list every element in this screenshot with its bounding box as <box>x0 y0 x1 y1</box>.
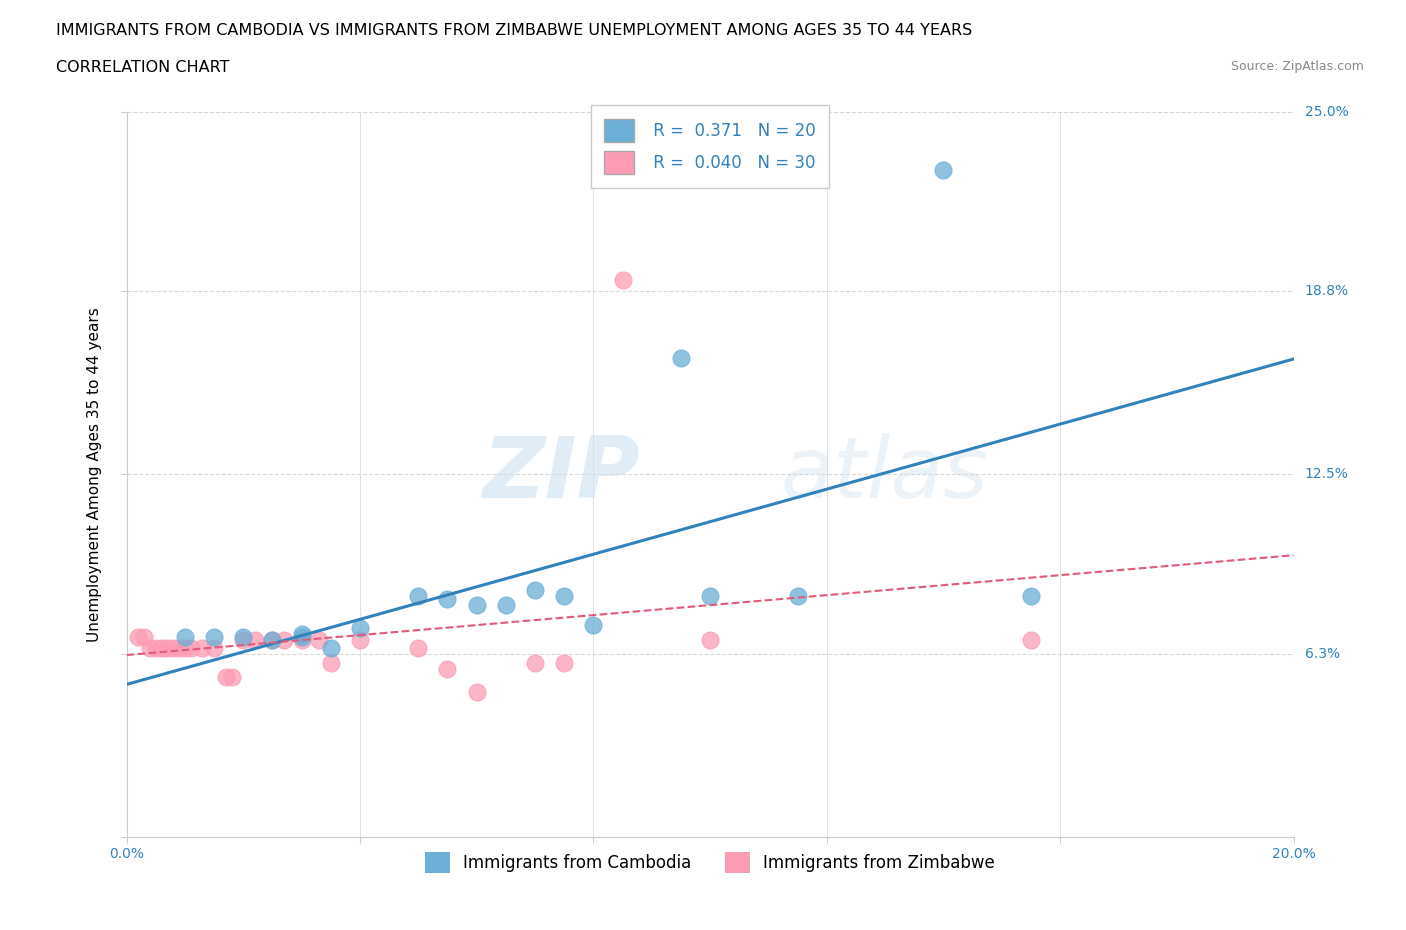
Point <box>1019 632 1042 647</box>
Point <box>699 589 721 604</box>
Point <box>167 641 190 656</box>
Point <box>408 589 430 604</box>
Text: IMMIGRANTS FROM CAMBODIA VS IMMIGRANTS FROM ZIMBABWE UNEMPLOYMENT AMONG AGES 35 : IMMIGRANTS FROM CAMBODIA VS IMMIGRANTS F… <box>56 23 973 38</box>
Point <box>582 618 605 632</box>
Point <box>232 630 254 644</box>
Point <box>553 656 575 671</box>
Text: 18.8%: 18.8% <box>1305 285 1348 299</box>
Point <box>174 641 197 656</box>
Point <box>465 597 488 612</box>
Point <box>1019 589 1042 604</box>
Point <box>669 351 692 365</box>
Text: 12.5%: 12.5% <box>1305 467 1348 482</box>
Point <box>290 627 312 642</box>
Point <box>191 641 214 656</box>
Point <box>202 630 225 644</box>
Point <box>243 632 266 647</box>
Point <box>308 632 330 647</box>
Text: 25.0%: 25.0% <box>1305 104 1348 119</box>
Point <box>436 661 458 676</box>
Point <box>132 630 155 644</box>
Point <box>408 641 430 656</box>
Point <box>162 641 184 656</box>
Point <box>232 632 254 647</box>
Point <box>290 630 312 644</box>
Point <box>524 583 547 598</box>
Point <box>127 630 149 644</box>
Point <box>349 632 371 647</box>
Point <box>139 641 162 656</box>
Point <box>262 632 284 647</box>
Point <box>524 656 547 671</box>
Y-axis label: Unemployment Among Ages 35 to 44 years: Unemployment Among Ages 35 to 44 years <box>87 307 103 642</box>
Point <box>786 589 808 604</box>
Point <box>202 641 225 656</box>
Point <box>150 641 173 656</box>
Legend: Immigrants from Cambodia, Immigrants from Zimbabwe: Immigrants from Cambodia, Immigrants fro… <box>419 845 1001 880</box>
Point <box>349 620 371 635</box>
Point <box>465 684 488 699</box>
Point <box>612 272 634 287</box>
Point <box>180 641 202 656</box>
Point <box>495 597 517 612</box>
Text: CORRELATION CHART: CORRELATION CHART <box>56 60 229 75</box>
Text: 6.3%: 6.3% <box>1305 647 1340 661</box>
Text: Source: ZipAtlas.com: Source: ZipAtlas.com <box>1230 60 1364 73</box>
Point <box>319 641 342 656</box>
Point <box>145 641 167 656</box>
Point <box>932 162 955 177</box>
Point <box>174 630 197 644</box>
Point <box>156 641 179 656</box>
Point <box>553 589 575 604</box>
Point <box>699 632 721 647</box>
Point <box>215 670 238 684</box>
Point <box>262 632 284 647</box>
Point <box>221 670 243 684</box>
Text: atlas: atlas <box>780 432 988 516</box>
Text: ZIP: ZIP <box>482 432 640 516</box>
Point <box>290 632 312 647</box>
Point <box>436 591 458 606</box>
Point <box>319 656 342 671</box>
Point <box>273 632 295 647</box>
